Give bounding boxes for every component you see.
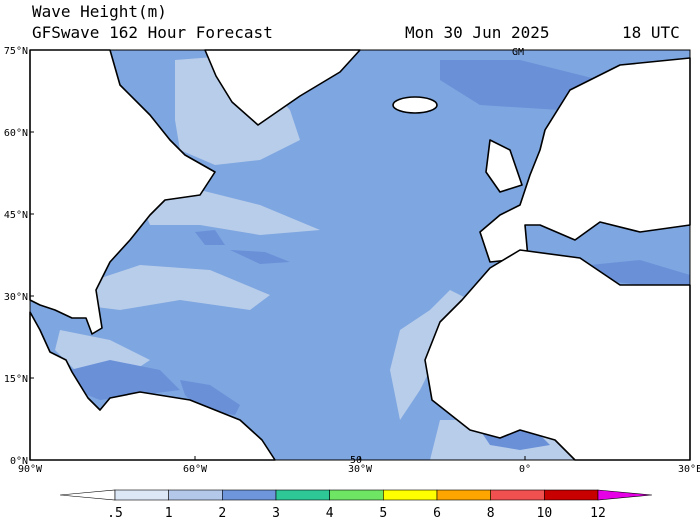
colorbar-label: 5 — [379, 506, 387, 521]
lat-label: 0°N — [10, 456, 28, 467]
colorbar-label: 2 — [218, 506, 226, 521]
colorbar-label: 1 — [165, 506, 173, 521]
iceland — [392, 96, 438, 114]
colorbar-box — [275, 489, 330, 501]
subtitle: GFSwave 162 Hour Forecast — [32, 23, 273, 42]
title: Wave Height(m) — [32, 2, 167, 21]
lat-label: 75°N — [4, 46, 28, 57]
colorbar-box — [436, 489, 491, 501]
lon-label: 0° — [519, 464, 531, 475]
colorbar-label: 12 — [590, 506, 606, 521]
dark-area — [195, 230, 290, 264]
axes: 75°N 60°N 45°N 30°N 15°N 0°N90°W 60°W 30°W 0° 30°… — [4, 46, 700, 475]
lon-label: 90°W — [18, 464, 43, 475]
lat-label: 30°N — [4, 292, 28, 303]
colorbar-box — [114, 489, 169, 501]
colorbar-label: 8 — [487, 506, 495, 521]
colorbar-triangle — [597, 489, 653, 501]
africa — [424, 249, 691, 461]
lat-label: 15°N — [4, 374, 28, 385]
colorbar-label: 10 — [537, 506, 553, 521]
light-area — [80, 265, 270, 310]
colorbar-triangle — [59, 489, 116, 501]
dark-area — [440, 60, 600, 110]
greenland — [204, 49, 361, 126]
colorbar-box — [329, 489, 384, 501]
lon-label: 30°W — [348, 464, 373, 475]
colorbar-label: .5 — [107, 506, 123, 521]
map-annotation: GM — [512, 47, 524, 58]
light-area — [175, 55, 300, 165]
dark-area — [180, 380, 240, 415]
map: GM 50 — [29, 47, 691, 466]
colorbar-box — [168, 489, 223, 501]
great-britain — [485, 139, 523, 193]
light-area — [140, 190, 320, 235]
south-america — [29, 311, 276, 461]
europe — [479, 57, 691, 263]
north-america — [29, 49, 216, 335]
colorbar-box — [383, 489, 438, 501]
map-annotation: 50 — [350, 455, 362, 466]
dark-area — [70, 360, 180, 400]
colorbar: .5 1 2 3 4 5 6 8 10 12 — [59, 489, 653, 521]
lat-label: 60°N — [4, 128, 28, 139]
lon-label: 60°W — [183, 464, 208, 475]
colorbar-label: 3 — [272, 506, 280, 521]
colorbar-box — [490, 489, 545, 501]
dark-area — [590, 260, 690, 290]
lon-label: 30°E — [678, 464, 700, 475]
colorbar-label: 6 — [433, 506, 441, 521]
lat-label: 45°N — [4, 210, 28, 221]
time: 18 UTC — [622, 23, 680, 42]
colorbar-box — [544, 489, 599, 501]
date: Mon 30 Jun 2025 — [405, 23, 550, 42]
colorbar-label: 4 — [326, 506, 334, 521]
colorbar-box — [222, 489, 277, 501]
